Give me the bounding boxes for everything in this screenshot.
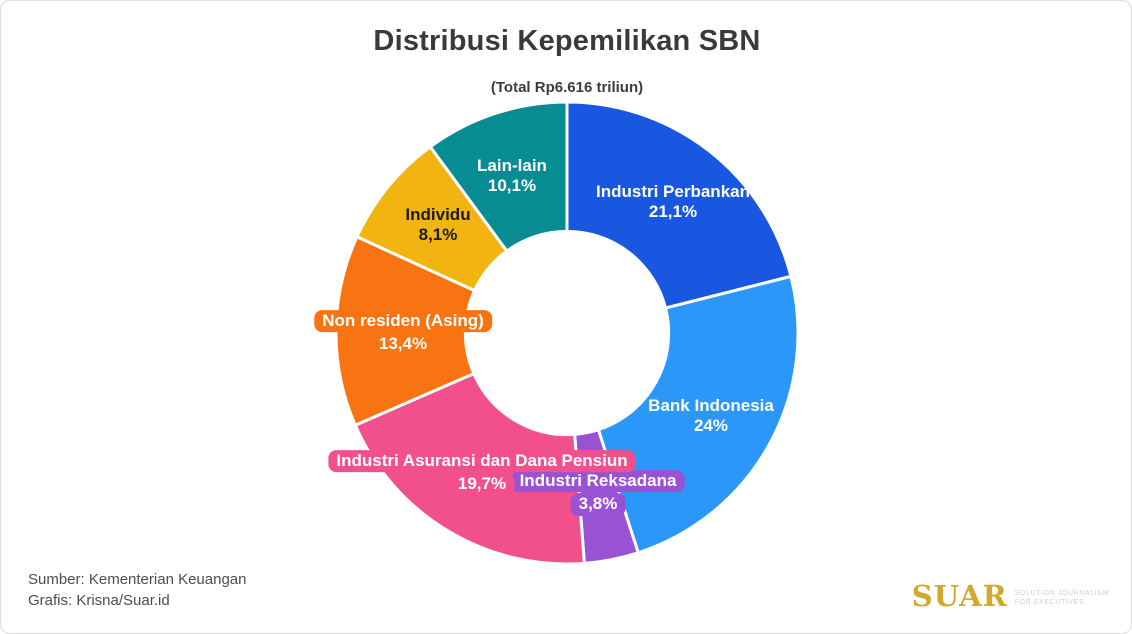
suar-logo: SUAR Solution Journalism for Executives — [912, 582, 1109, 611]
suar-logo-wordmark: SUAR — [911, 579, 1008, 613]
suar-logo-tagline: Solution Journalism for Executives — [1015, 586, 1109, 608]
page-title: Distribusi Kepemilikan SBN — [373, 25, 761, 57]
donut-slice-industri-perbankan — [565, 100, 793, 310]
footer-credits: Sumber: Kementerian Keuangan Grafis: Kri… — [28, 569, 246, 611]
donut-slice-lain-lain — [428, 100, 569, 253]
credit-text: Grafis: Krisna/Suar.id — [28, 592, 170, 609]
suar-tagline-line1: Solution Journalism — [1014, 589, 1109, 597]
chart-subtitle-total: (Total Rp6.616 triliun) — [490, 79, 644, 96]
source-text: Sumber: Kementerian Keuangan — [28, 571, 247, 588]
suar-tagline-line2: for Executives — [1014, 599, 1085, 606]
donut-slice-bank-indonesia — [596, 274, 800, 555]
